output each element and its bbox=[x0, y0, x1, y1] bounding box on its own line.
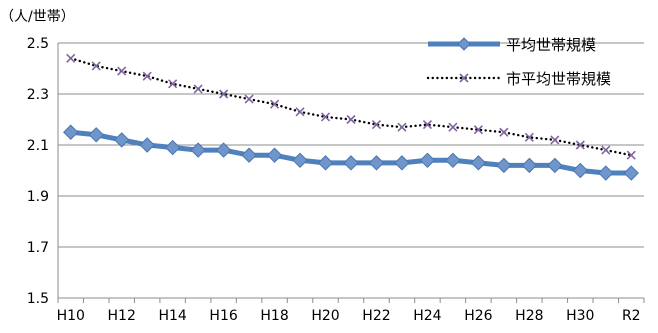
x-tick-label: H28 bbox=[515, 308, 543, 324]
data-point bbox=[371, 120, 382, 130]
x-tick-label: H26 bbox=[464, 308, 492, 324]
data-point bbox=[346, 114, 356, 125]
legend-item-2: 市平均世帯規模 bbox=[426, 70, 611, 88]
data-point bbox=[139, 137, 155, 153]
series bbox=[63, 53, 639, 181]
y-axis-unit-label: （人/世帯） bbox=[0, 9, 75, 25]
y-tick-label: 1.7 bbox=[27, 240, 49, 256]
data-point bbox=[626, 150, 636, 160]
data-point bbox=[244, 94, 254, 104]
data-point bbox=[343, 155, 359, 171]
data-point bbox=[397, 122, 407, 132]
data-point bbox=[547, 157, 563, 174]
data-point bbox=[292, 152, 308, 169]
y-tick-label: 1.5 bbox=[27, 291, 49, 307]
data-point bbox=[219, 89, 229, 99]
x-tick-label: H30 bbox=[566, 308, 594, 324]
y-tick-label: 1.9 bbox=[27, 189, 49, 205]
y-tick-label: 2.5 bbox=[27, 36, 49, 52]
data-point bbox=[193, 84, 203, 94]
axes bbox=[57, 43, 645, 303]
x-tick-label: R2 bbox=[622, 308, 641, 324]
data-point bbox=[320, 112, 331, 122]
x-tick-label: H18 bbox=[260, 308, 288, 324]
x-tick-label: H20 bbox=[311, 308, 339, 324]
legend-label: 市平均世帯規模 bbox=[506, 70, 611, 88]
data-point bbox=[623, 165, 639, 181]
data-point bbox=[117, 66, 127, 76]
data-point bbox=[142, 71, 152, 81]
series-2 bbox=[66, 53, 636, 160]
labels: （人/世帯） 1.5 1.7 1.9 2.1 2.3 2.5 H10 H12 H14 H16 H18… bbox=[0, 9, 641, 324]
data-point bbox=[394, 155, 410, 171]
data-point bbox=[419, 152, 436, 169]
data-point bbox=[572, 162, 589, 179]
data-point bbox=[91, 61, 101, 71]
data-point bbox=[601, 145, 611, 155]
series-1 bbox=[63, 124, 639, 181]
data-point bbox=[295, 107, 305, 117]
legend-swatch-marker bbox=[457, 37, 471, 51]
data-point bbox=[241, 147, 257, 163]
data-point bbox=[422, 120, 433, 130]
data-point bbox=[524, 132, 534, 142]
data-point bbox=[66, 53, 76, 63]
data-point bbox=[470, 155, 487, 171]
legend-swatch-marker bbox=[459, 73, 469, 83]
data-point bbox=[215, 142, 232, 158]
y-tick-label: 2.3 bbox=[27, 87, 49, 103]
data-point bbox=[575, 140, 585, 150]
data-point bbox=[445, 152, 461, 169]
data-point bbox=[164, 139, 181, 156]
data-point bbox=[266, 147, 283, 163]
data-point bbox=[190, 142, 206, 158]
x-tick-label: H10 bbox=[57, 308, 85, 324]
data-point bbox=[499, 127, 509, 137]
data-point bbox=[521, 157, 538, 174]
legend-label: 平均世帯規模 bbox=[506, 36, 596, 54]
data-point bbox=[269, 99, 280, 109]
data-point bbox=[448, 122, 458, 132]
x-tick-label: H24 bbox=[413, 308, 441, 324]
x-tick-label: H12 bbox=[108, 308, 136, 324]
y-tick-label: 2.1 bbox=[27, 138, 49, 154]
data-point bbox=[63, 124, 79, 140]
data-point bbox=[368, 155, 385, 171]
x-tick-label: H16 bbox=[209, 308, 237, 324]
data-point bbox=[88, 127, 104, 143]
data-point bbox=[598, 165, 614, 181]
data-point bbox=[496, 157, 512, 174]
legend-item-1: 平均世帯規模 bbox=[428, 36, 596, 54]
data-point bbox=[168, 79, 178, 89]
data-point bbox=[473, 125, 483, 135]
x-tick-label: H14 bbox=[158, 308, 186, 324]
data-point bbox=[113, 132, 130, 148]
data-point bbox=[550, 135, 560, 145]
data-point bbox=[317, 155, 334, 171]
x-tick-label: H22 bbox=[362, 308, 390, 324]
